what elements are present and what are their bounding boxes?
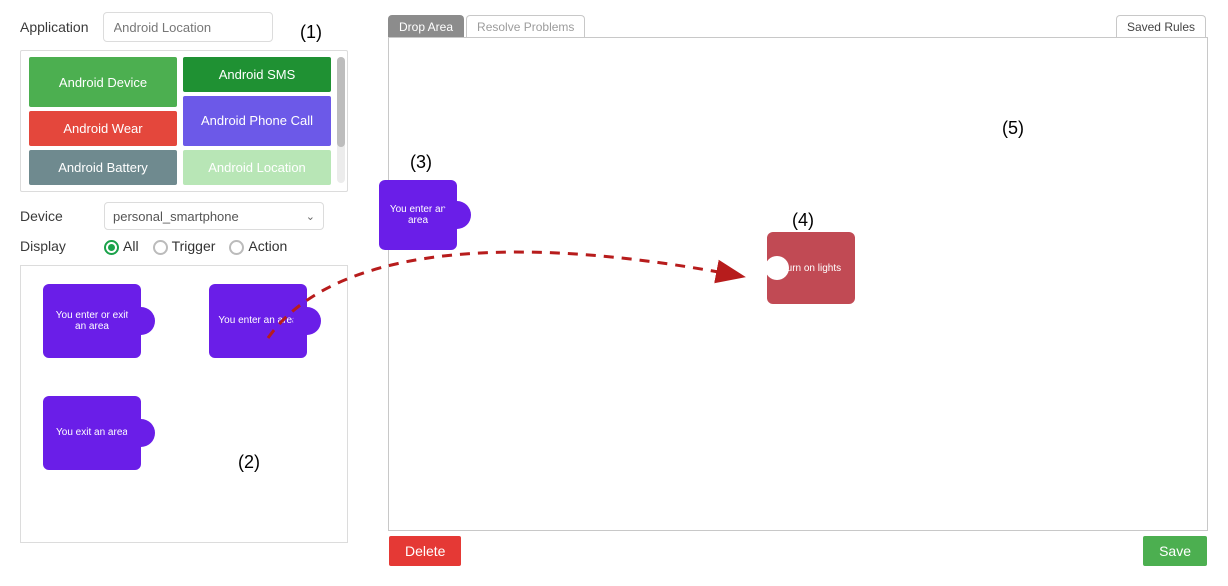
tab-resolve-problems[interactable]: Resolve Problems [466, 15, 585, 38]
tab-saved-rules[interactable]: Saved Rules [1116, 15, 1206, 38]
display-radio-action[interactable] [229, 240, 244, 255]
palette-tile-android-location[interactable]: Android Location [183, 150, 331, 185]
device-label: Device [20, 208, 90, 224]
puzzle-tab-icon [443, 201, 471, 229]
application-label: Application [20, 19, 89, 35]
tab-drop-area[interactable]: Drop Area [388, 15, 464, 38]
chevron-down-icon: ⌄ [306, 210, 315, 223]
device-select[interactable]: personal_smartphone ⌄ [104, 202, 324, 230]
device-select-value: personal_smartphone [113, 209, 239, 224]
piece-label: You enter or exit an area [49, 310, 135, 332]
palette-tile-android-phone-call[interactable]: Android Phone Call [183, 96, 331, 146]
puzzle-tab-icon [293, 307, 321, 335]
piece-label: Turn on lights [781, 263, 841, 274]
piece-enter[interactable]: You enter an area [209, 284, 307, 358]
display-radio-all-label: All [123, 238, 139, 254]
display-radio-trigger[interactable] [153, 240, 168, 255]
annotation-5: (5) [1002, 118, 1024, 139]
canvas-tabbar: Drop Area Resolve Problems Saved Rules [388, 12, 1208, 38]
rule-canvas[interactable]: You enter an area Turn on lights Delete … [388, 37, 1208, 531]
puzzle-tab-icon [127, 307, 155, 335]
piece-enter-or-exit[interactable]: You enter or exit an area [43, 284, 141, 358]
palette-tile-android-battery[interactable]: Android Battery [29, 150, 177, 185]
annotation-1: (1) [300, 22, 322, 43]
pieces-panel: You enter or exit an area You enter an a… [20, 265, 348, 543]
application-palette: Android Device Android Wear Android Batt… [20, 50, 348, 192]
display-radio-trigger-label: Trigger [172, 238, 216, 254]
annotation-2: (2) [238, 452, 260, 473]
piece-exit[interactable]: You exit an area [43, 396, 141, 470]
piece-label: You exit an area [56, 427, 128, 438]
delete-button[interactable]: Delete [389, 536, 461, 566]
display-radio-all[interactable] [104, 240, 119, 255]
palette-tile-android-device[interactable]: Android Device [29, 57, 177, 107]
palette-tile-android-wear[interactable]: Android Wear [29, 111, 177, 146]
save-button[interactable]: Save [1143, 536, 1207, 566]
palette-tile-android-sms[interactable]: Android SMS [183, 57, 331, 92]
canvas-piece-trigger[interactable]: You enter an area [379, 180, 457, 250]
piece-label: You enter an area [385, 204, 451, 226]
display-radio-group: All Trigger Action [104, 238, 287, 255]
display-radio-action-label: Action [248, 238, 287, 254]
canvas-piece-action[interactable]: Turn on lights [767, 232, 855, 304]
application-input[interactable] [103, 12, 273, 42]
palette-scrollbar-thumb[interactable] [337, 57, 345, 147]
piece-label: You enter an area [218, 315, 297, 326]
annotation-4: (4) [792, 210, 814, 231]
display-label: Display [20, 238, 90, 254]
puzzle-tab-icon [127, 419, 155, 447]
annotation-3: (3) [410, 152, 432, 173]
puzzle-notch-icon [765, 256, 789, 280]
